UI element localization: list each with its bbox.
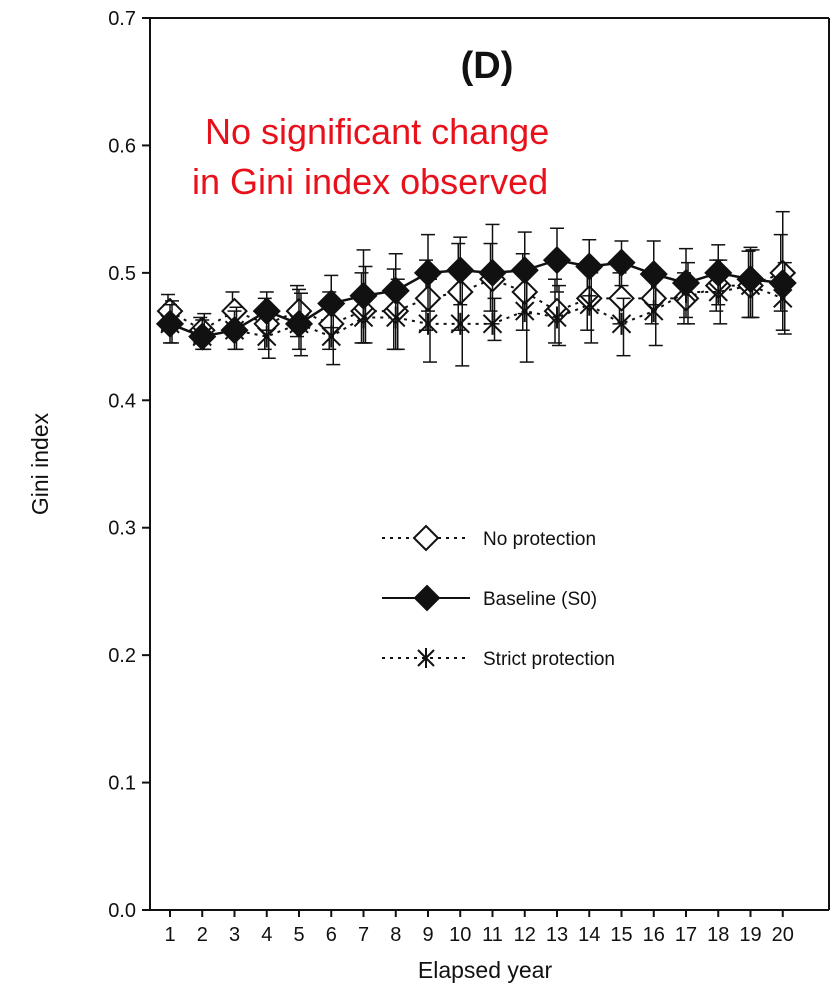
legend-marker-open-diamond <box>412 524 440 552</box>
x-tick-label: 8 <box>390 924 401 946</box>
x-tick-label: 5 <box>293 924 304 946</box>
y-tick-label: 0.6 <box>108 135 136 157</box>
data-point-filled-diamond <box>220 316 249 345</box>
data-point-asterisk <box>450 312 470 335</box>
data-point-filled-diamond <box>478 258 507 287</box>
data-point-filled-diamond <box>542 246 572 275</box>
data-point-filled-diamond <box>155 309 185 338</box>
x-tick-label: 12 <box>514 924 536 946</box>
legend-label-no-protection: No protection <box>483 529 596 550</box>
legend-marker-asterisk <box>417 648 435 668</box>
axes <box>149 17 830 911</box>
x-tick-label: 6 <box>326 924 337 946</box>
x-tick-label: 7 <box>358 924 369 946</box>
data-point-filled-diamond <box>768 268 797 298</box>
y-tick-label: 0.1 <box>108 773 136 795</box>
data-point-asterisk <box>547 306 567 329</box>
annotation-line-1: No significant change <box>205 111 549 152</box>
data-point-filled-diamond <box>607 248 636 277</box>
legend-label-baseline: Baseline (S0) <box>483 589 597 610</box>
y-tick-label: 0.2 <box>108 645 136 667</box>
data-point-filled-diamond <box>510 256 539 285</box>
y-axis-title: Gini index <box>27 412 53 515</box>
annotation-line-2: in Gini index observed <box>192 161 548 202</box>
x-tick-label: 4 <box>261 924 272 946</box>
data-point-filled-diamond <box>188 322 217 351</box>
x-tick-label: 15 <box>610 924 632 946</box>
data-point-filled-diamond <box>736 265 765 294</box>
x-tick-label: 11 <box>482 924 503 946</box>
x-tick-label: 18 <box>707 924 729 946</box>
x-tick-label: 2 <box>197 924 208 946</box>
data-point-filled-diamond <box>671 268 701 298</box>
legend: No protection Baseline (S0) Strict prote… <box>382 524 615 670</box>
y-tick-label: 0.5 <box>108 263 136 285</box>
series-baseline-s0 <box>155 210 797 351</box>
legend-item-baseline: Baseline (S0) <box>382 584 597 612</box>
x-axis-title: Elapsed year <box>418 957 553 983</box>
series-strict-protection <box>160 249 793 367</box>
data-point-asterisk <box>579 293 599 316</box>
x-tick-label: 19 <box>739 924 761 946</box>
y-tick-label: 0.0 <box>108 900 136 922</box>
legend-label-strict-protection: Strict protection <box>483 649 615 670</box>
x-tick-label: 1 <box>164 924 175 946</box>
x-tick-label: 9 <box>422 924 433 946</box>
legend-item-strict-protection: Strict protection <box>382 648 615 670</box>
plot-area <box>155 210 797 367</box>
data-point-filled-diamond <box>446 256 475 285</box>
x-tick-label: 13 <box>546 924 568 946</box>
legend-item-no-protection: No protection <box>382 524 596 552</box>
data-point-asterisk <box>611 312 632 335</box>
x-tick-label: 20 <box>772 924 794 946</box>
data-point-filled-diamond <box>413 258 443 287</box>
data-point-filled-diamond <box>317 289 346 318</box>
data-point-filled-diamond <box>252 297 281 326</box>
panel-label: (D) <box>461 45 514 87</box>
x-tick-label: 10 <box>449 924 471 946</box>
data-point-filled-diamond <box>704 258 733 287</box>
data-point-filled-diamond <box>575 252 604 281</box>
series-line <box>169 284 784 338</box>
data-point-filled-diamond <box>349 281 378 310</box>
error-bar <box>487 297 502 342</box>
x-tick-label: 16 <box>643 924 665 946</box>
data-point-filled-diamond <box>381 276 410 305</box>
y-ticks: 0.0 0.1 0.2 0.3 0.4 0.5 0.6 0.7 <box>108 8 150 922</box>
x-tick-label: 14 <box>578 924 600 946</box>
data-point-asterisk <box>321 325 341 348</box>
x-ticks: 1 2 3 4 5 6 7 8 9 10 11 12 13 14 15 16 17 18 19 20 <box>164 910 794 946</box>
data-point-filled-diamond <box>639 260 668 289</box>
y-tick-label: 0.7 <box>108 8 136 30</box>
x-tick-label: 17 <box>675 924 697 946</box>
y-tick-label: 0.4 <box>108 390 136 412</box>
legend-marker-filled-diamond <box>413 584 441 612</box>
data-point-asterisk <box>418 312 438 335</box>
data-point-filled-diamond <box>284 309 314 338</box>
x-tick-label: 3 <box>229 924 240 946</box>
y-tick-label: 0.3 <box>108 518 136 540</box>
